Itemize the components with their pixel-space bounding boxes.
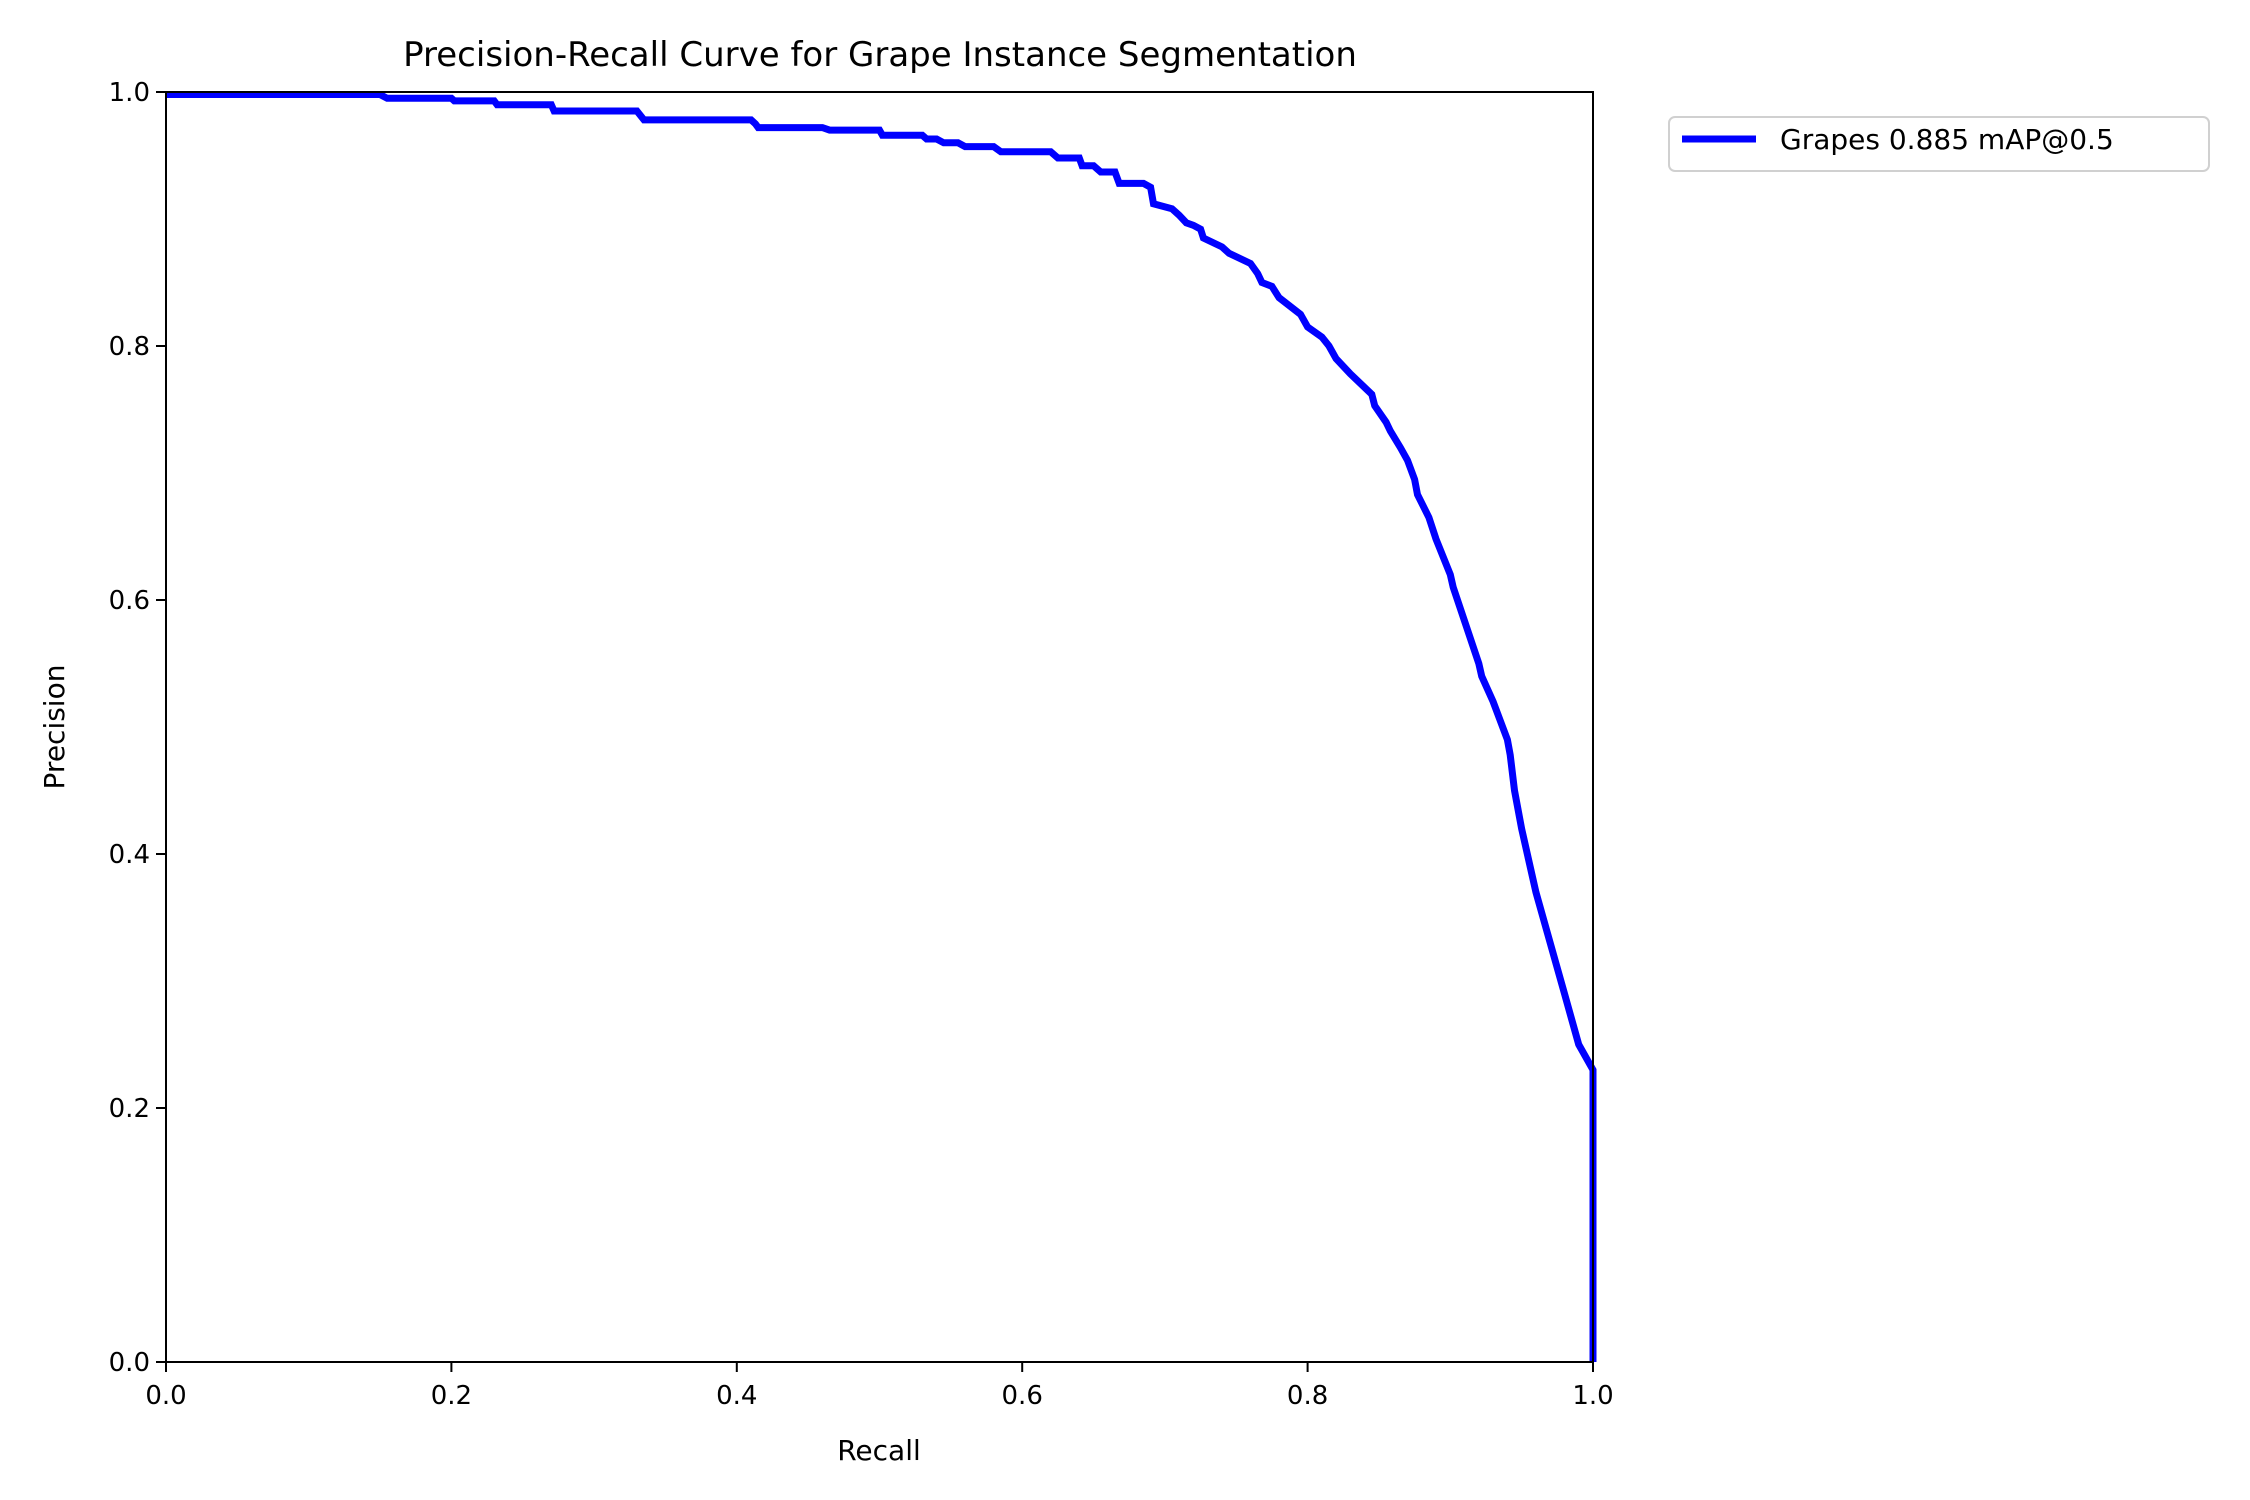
plot-frame [165, 91, 1594, 1363]
series-line [166, 91, 1597, 1362]
y-tick-label: 1.0 [109, 78, 150, 108]
x-axis-ticks: 0.0 0.2 0.4 0.6 0.8 1.0 [145, 1362, 1614, 1411]
x-axis-label: Recall [837, 1434, 921, 1467]
y-axis-label: Precision [38, 665, 71, 790]
x-tick-label: 0.4 [716, 1381, 757, 1411]
x-tick-label: 1.0 [1572, 1381, 1613, 1411]
y-tick-label: 0.6 [109, 586, 150, 616]
x-tick-label: 0.8 [1287, 1381, 1328, 1411]
y-tick-label: 0.2 [109, 1094, 150, 1124]
x-tick-label: 0.2 [431, 1381, 472, 1411]
y-tick-label: 0.0 [109, 1348, 150, 1378]
x-tick-label: 0.0 [145, 1381, 186, 1411]
legend-box [1668, 116, 2210, 172]
legend-entry-label: Grapes 0.885 mAP@0.5 [1780, 123, 2114, 156]
y-tick-label: 0.8 [109, 332, 150, 362]
y-tick-label: 0.4 [109, 840, 150, 870]
chart-title: Precision-Recall Curve for Grape Instanc… [403, 35, 1357, 75]
y-axis-ticks: 0.0 0.2 0.4 0.6 0.8 1.0 [109, 78, 166, 1378]
plot-area [166, 91, 1597, 1362]
legend: Grapes 0.885 mAP@0.5 [1668, 116, 2210, 172]
x-tick-label: 0.6 [1002, 1381, 1043, 1411]
